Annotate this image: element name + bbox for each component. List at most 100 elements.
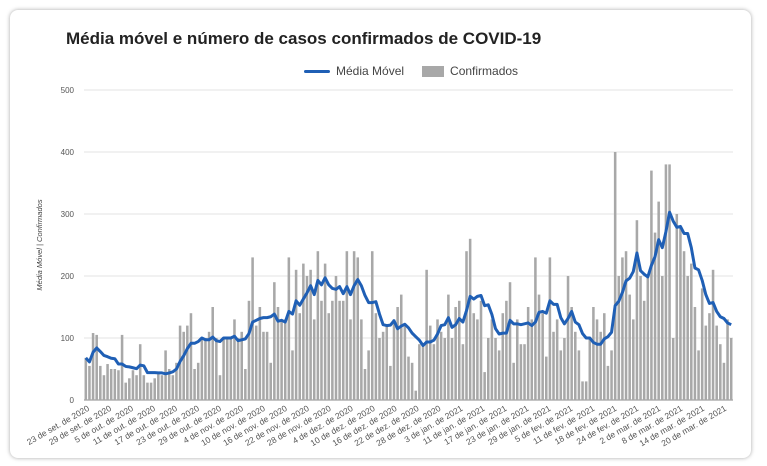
bar-confirmados: [603, 313, 606, 400]
bar-confirmados: [338, 300, 341, 400]
bar-confirmados: [182, 331, 185, 400]
bar-confirmados: [309, 269, 312, 400]
bar-confirmados: [410, 362, 414, 400]
bar-confirmados: [276, 307, 280, 400]
bar-confirmados: [102, 375, 106, 400]
bar-confirmados: [584, 381, 588, 400]
bar-confirmados: [374, 313, 378, 400]
bar-confirmados: [487, 338, 490, 400]
bar-confirmados: [479, 300, 483, 400]
line-media-movel: [84, 210, 732, 376]
bar-confirmados: [563, 338, 566, 400]
bar-confirmados: [160, 375, 164, 400]
bar-confirmados: [704, 325, 708, 400]
bar-confirmados: [516, 319, 519, 400]
bar-confirmados: [534, 257, 537, 400]
bar-confirmados: [708, 313, 711, 400]
bar-confirmados: [229, 338, 233, 400]
bar-confirmados: [236, 338, 240, 400]
chart-legend: Média Móvel Confirmados: [304, 64, 536, 78]
bar-confirmados: [167, 369, 171, 400]
bar-confirmados: [530, 319, 534, 400]
bar-confirmados: [99, 365, 102, 400]
bar-confirmados: [225, 338, 229, 400]
legend-label-media-movel: Média Móvel: [336, 64, 405, 78]
bar-confirmados: [254, 325, 258, 400]
bar-confirmados: [545, 356, 548, 400]
bar-confirmados: [392, 319, 396, 400]
bar-confirmados: [396, 307, 399, 400]
bar-confirmados: [193, 369, 196, 400]
bar-confirmados: [91, 333, 95, 400]
bar-confirmados: [407, 356, 410, 400]
bar-confirmados: [399, 294, 403, 400]
bar-confirmados: [468, 238, 472, 400]
bar-confirmados: [215, 338, 218, 400]
bar-confirmados: [588, 338, 592, 400]
bar-confirmados: [653, 232, 657, 400]
bar-confirmados: [566, 276, 570, 400]
bar-confirmados: [414, 390, 418, 400]
bar-confirmados: [621, 257, 624, 400]
bar-confirmados: [432, 344, 436, 400]
bar-confirmados: [697, 350, 700, 400]
bar-confirmados: [570, 307, 573, 400]
y-axis: 0 100 200 300 400 500: [61, 86, 75, 405]
bar-confirmados: [592, 307, 595, 400]
bar-confirmados: [320, 300, 323, 400]
bar-confirmados: [207, 331, 211, 400]
bar-confirmados: [715, 325, 718, 400]
bar-confirmados: [675, 214, 679, 400]
bar-confirmados: [635, 220, 639, 400]
bar-confirmados: [686, 276, 689, 400]
y-axis-label: Média Móvel | Confirmados: [35, 199, 44, 290]
bar-confirmados: [494, 338, 497, 400]
bar-confirmados: [457, 300, 461, 400]
bar-confirmados: [497, 350, 501, 400]
y-tick-label: 200: [61, 272, 75, 281]
bar-confirmados: [726, 319, 729, 400]
bar-confirmados: [646, 276, 650, 400]
bar-confirmados: [233, 319, 236, 400]
bar-confirmados: [541, 313, 544, 400]
bar-confirmados: [283, 319, 287, 400]
bar-confirmados: [657, 201, 660, 400]
bar-confirmados: [490, 319, 494, 400]
bar-confirmados: [642, 300, 646, 400]
bar-confirmados: [526, 307, 530, 400]
bar-confirmados: [240, 331, 243, 400]
bar-confirmados: [345, 251, 349, 400]
bar-confirmados: [171, 375, 175, 400]
bar-confirmados: [472, 313, 476, 400]
bar-confirmados: [461, 344, 465, 400]
bar-confirmados: [120, 334, 124, 400]
bar-confirmados: [312, 319, 316, 400]
bar-confirmados: [204, 338, 207, 400]
legend-item-media-movel[interactable]: Média Móvel: [304, 64, 404, 78]
bar-confirmados: [298, 313, 301, 400]
bar-confirmados: [352, 251, 356, 400]
bar-confirmados: [483, 372, 486, 400]
bar-confirmados: [465, 251, 468, 400]
bar-confirmados: [476, 319, 479, 400]
legend-item-confirmados[interactable]: Confirmados: [422, 64, 518, 78]
bar-confirmados: [436, 319, 439, 400]
bar-confirmados: [679, 226, 682, 400]
bar-confirmados: [421, 344, 425, 400]
bar-confirmados: [341, 300, 345, 400]
bar-confirmados: [334, 276, 338, 400]
bar-confirmados: [519, 344, 523, 400]
bar-confirmados: [555, 319, 559, 400]
bar-confirmados: [606, 365, 610, 400]
bar-confirmados: [186, 325, 189, 400]
bar-confirmados: [128, 378, 131, 400]
bar-confirmados: [113, 369, 117, 400]
bar-confirmados: [719, 344, 722, 400]
bar-confirmados: [291, 350, 294, 400]
bar-confirmados: [447, 294, 450, 400]
bar-confirmados: [599, 331, 602, 400]
bar-confirmados: [389, 365, 392, 400]
bar-confirmados: [613, 152, 617, 400]
legend-bar-swatch: [422, 65, 445, 77]
bar-confirmados: [211, 307, 214, 400]
